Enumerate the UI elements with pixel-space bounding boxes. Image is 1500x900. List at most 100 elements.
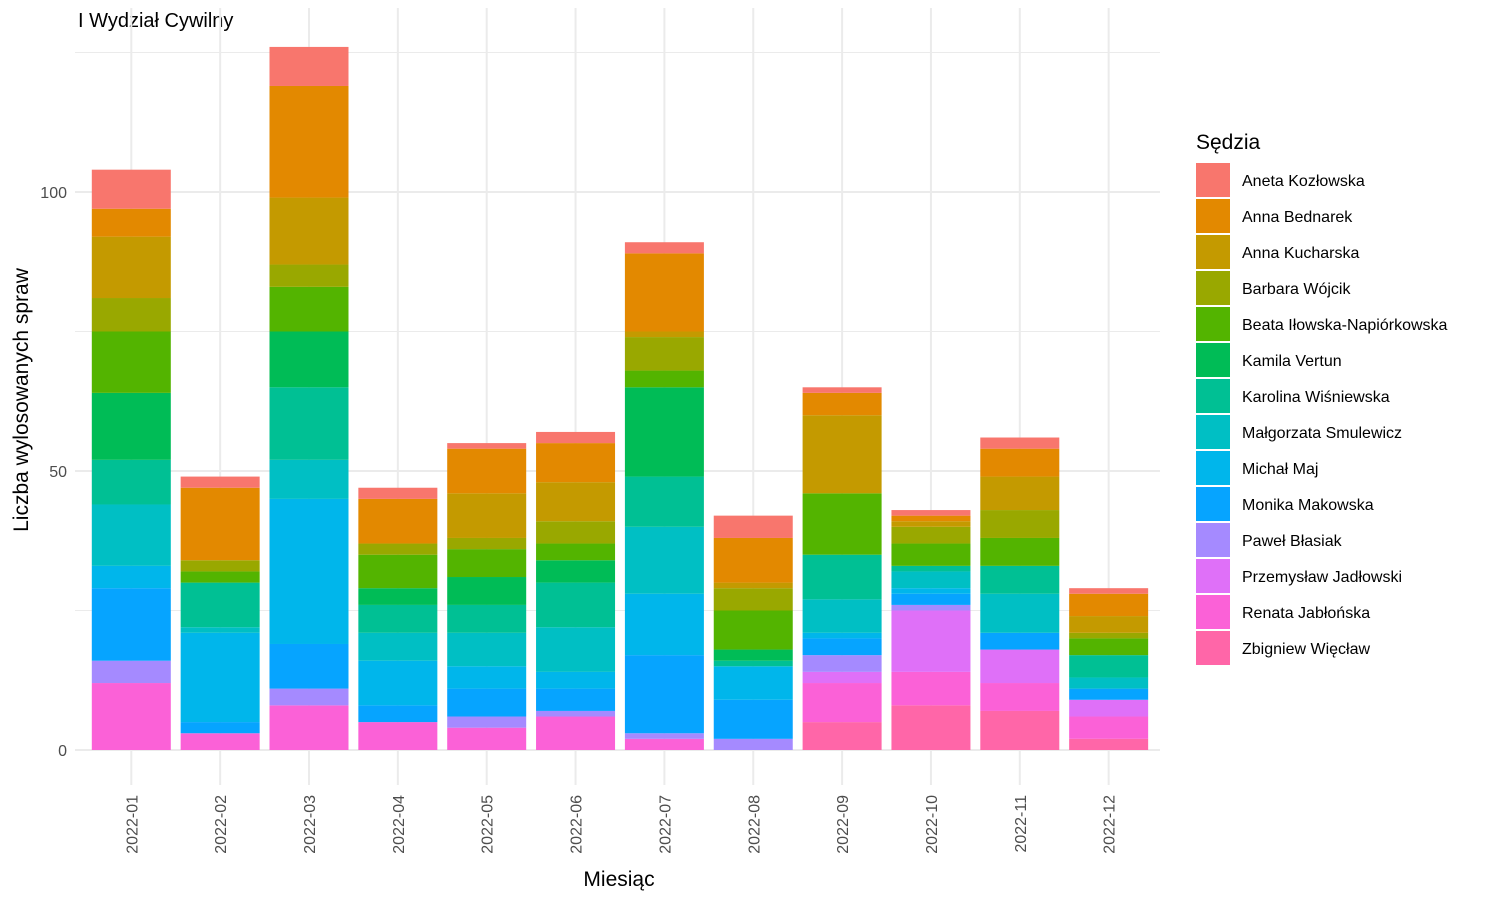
legend-label: Monika Makowska [1242,497,1374,514]
bar-segment [891,610,971,672]
y-tick-label: 0 [58,743,67,760]
bar-segment [624,331,704,338]
bar-segment [802,722,882,750]
legend-swatch [1196,487,1230,521]
legend-label: Michał Maj [1242,461,1318,478]
bar-segment [180,560,260,572]
legend-label: Renata Jabłońska [1242,605,1370,622]
bar-segment [624,476,704,527]
bar-segment [624,370,704,388]
x-tick-label: 2022-04 [391,795,408,854]
bar-segment [713,649,793,661]
bar-segment [536,716,616,750]
bar-segment [447,577,527,605]
x-tick-label: 2022-09 [835,795,852,854]
bar-segment [536,627,616,672]
bar-segment [269,264,349,287]
bar-segment [180,476,260,488]
bar-segment [624,337,704,371]
bar-segment [180,582,260,628]
bar-segment [91,660,171,684]
bar-segment [269,387,349,460]
bar-segment [269,643,349,689]
bar-segment [447,632,527,667]
bar-segment [91,236,171,299]
bar-segment [624,593,704,656]
bar-segment [91,588,171,661]
legend-swatch [1196,379,1230,413]
legend: Sędzia Aneta Kozłowska Anna Bednarek Anna … [1196,131,1448,665]
x-tick-label: 2022-12 [1102,795,1119,854]
bar-segment [91,459,171,505]
bar-segment [891,604,971,611]
bar-segment [891,588,971,594]
bar-segment [980,510,1060,538]
bar-segment [536,443,616,483]
bar-segment [269,331,349,388]
bar-segment [269,688,349,706]
bar-segment [1069,716,1149,739]
bar-segment [713,610,793,650]
bar-segment [269,85,349,198]
bar-segment [358,604,438,633]
bar-segment [180,632,260,723]
bar-segment [891,565,971,572]
x-tick-label: 2022-01 [124,795,141,854]
bar-segment [802,671,882,684]
bar-segment [358,554,438,589]
bar-segment [802,599,882,633]
x-tick-label: 2022-10 [924,795,941,854]
bar-segment [1069,677,1149,689]
bar-segment [536,482,616,522]
bar-segment [447,688,527,717]
legend-swatch [1196,199,1230,233]
bar-segment [1069,616,1149,633]
legend-label: Aneta Kozłowska [1242,173,1365,190]
bar-segment [624,655,704,734]
y-axis-ticks: 0 50 100 [40,185,67,760]
bar-segment [91,683,171,750]
bar-segment [713,588,793,611]
bar-segment [536,688,616,711]
legend-swatch [1196,415,1230,449]
bar-segment [624,733,704,739]
bar-segment [802,638,882,656]
bar-segment [980,437,1060,449]
x-tick-label: 2022-08 [746,795,763,854]
bar-segment [447,604,527,633]
legend-label: Kamila Vertun [1242,353,1342,370]
bar-segment [1069,655,1149,678]
legend-label: Beata Iłowska-Napiórkowska [1242,317,1448,334]
bar-segment [358,705,438,723]
bar-segment [91,504,171,566]
bar-segment [91,169,171,209]
bar-segment [447,716,527,728]
bar-segment [891,705,971,750]
bar-segment [713,582,793,589]
bar-segment [447,493,527,538]
legend-swatch [1196,163,1230,197]
bar-segment [624,242,704,254]
bar-segment [269,286,349,332]
bar-segment [802,415,882,494]
bar-segment [980,565,1060,594]
bar-segment [180,571,260,583]
legend-swatch [1196,523,1230,557]
bar-segment [624,253,704,332]
bar-segment [891,521,971,527]
bar-segment [358,588,438,605]
bar-segment [1069,638,1149,656]
bar-segment [91,392,171,460]
bar-segment [980,683,1060,711]
bar-segment [891,671,971,706]
bar-segment [713,660,793,667]
x-tick-label: 2022-07 [657,795,674,854]
bar-segment [891,510,971,516]
bar-segment [980,476,1060,511]
bar-segment [180,627,260,633]
bar-segment [802,493,882,555]
bar-segment [91,298,171,332]
bar-segment [624,738,704,750]
legend-swatch [1196,235,1230,269]
